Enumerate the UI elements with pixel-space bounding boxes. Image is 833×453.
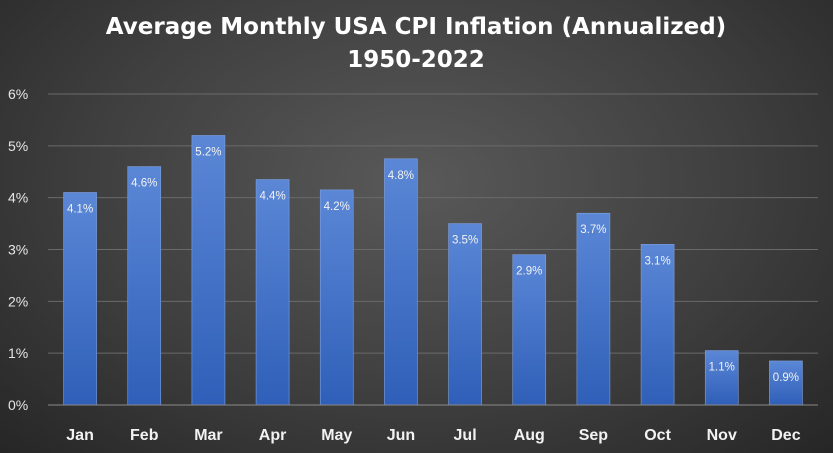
data-label-mar: 5.2% [195,146,221,158]
y-tick-label: 3% [8,242,28,258]
bar-sep [576,212,611,406]
bar-jan [63,192,97,406]
x-tick-label-may: May [321,427,352,444]
y-tick-label: 6% [8,86,28,102]
x-tick-label-mar: Mar [194,427,222,444]
x-tick-label-apr: Apr [259,427,287,444]
data-label-nov: 1.1% [709,362,735,374]
x-tick-label-nov: Nov [707,427,737,444]
bar-jul [448,223,482,406]
x-tick-label-jun: Jun [387,427,415,444]
x-tick-label-dec: Dec [771,427,800,444]
bar-dec [769,360,803,406]
data-label-jun: 4.8% [388,170,414,182]
x-tick-label-jul: Jul [454,427,477,444]
y-tick-label: 1% [8,345,28,361]
data-labels: 4.1% 4.6% 5.2% 4.4% 4.2% 4.8% 3.5% 2.9% 3.7% 3.1%… [67,146,799,383]
data-label-sep: 3.7% [580,224,606,236]
y-axis-ticks: 0% 1% 2% 3% 4% 5% 6% [8,86,28,413]
x-tick-label-jan: Jan [66,427,94,444]
chart-subtitle: 1950-2022 [347,47,485,73]
bar-feb [127,166,162,406]
x-tick-label-feb: Feb [130,427,159,444]
bar-mar [191,135,226,406]
data-label-oct: 3.1% [644,255,670,267]
y-tick-label: 5% [8,138,28,154]
y-tick-label: 4% [8,190,28,206]
x-tick-label-oct: Oct [644,427,671,444]
data-label-apr: 4.4% [259,191,285,203]
y-tick-label: 0% [8,397,28,413]
x-tick-label-aug: Aug [514,427,545,444]
gridlines [48,93,818,354]
bar-may [319,189,354,406]
data-label-dec: 0.9% [773,372,799,384]
bar-jun [384,158,418,406]
bar-oct [640,244,675,406]
data-label-may: 4.2% [324,201,350,213]
bar-apr [255,179,290,406]
bar-nov [704,350,739,406]
x-axis-categories: Jan Feb Mar Apr May Jun Jul Aug Sep Oct Nov Dec [66,427,800,444]
chart-title: Average Monthly USA CPI Inflation (Annua… [106,14,726,40]
data-label-jan: 4.1% [67,203,93,215]
data-label-aug: 2.9% [516,266,542,278]
bars [63,135,803,406]
x-tick-label-sep: Sep [579,427,609,444]
data-label-feb: 4.6% [131,178,157,190]
data-label-jul: 3.5% [452,235,478,247]
y-tick-label: 2% [8,293,28,309]
